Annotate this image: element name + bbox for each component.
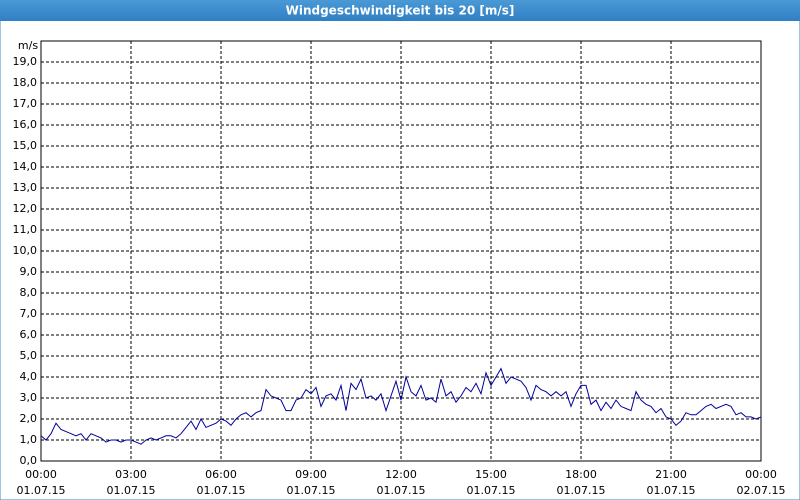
x-tick-label: 00:00 [25,468,57,481]
x-tick-date: 01.07.15 [287,484,336,497]
x-tick-date: 01.07.15 [467,484,516,497]
x-tick-label: 06:00 [205,468,237,481]
x-tick-date: 01.07.15 [557,484,606,497]
x-tick-label: 15:00 [475,468,507,481]
title-bar [0,0,800,21]
y-tick-label: 2,0 [20,412,38,425]
y-tick-label: 10,0 [13,244,38,257]
y-tick-label: 19,0 [13,55,38,68]
y-tick-label: 11,0 [13,223,38,236]
y-tick-label: 16,0 [13,118,38,131]
x-tick-label: 21:00 [655,468,687,481]
y-tick-label: 3,0 [20,391,38,404]
y-tick-label: 15,0 [13,139,38,152]
x-tick-label: 18:00 [565,468,597,481]
x-tick-date: 01.07.15 [647,484,696,497]
x-tick-label: 12:00 [385,468,417,481]
x-tick-date: 01.07.15 [107,484,156,497]
y-tick-label: 7,0 [20,307,38,320]
y-tick-label: 18,0 [13,76,38,89]
x-tick-label: 09:00 [295,468,327,481]
x-tick-date: 02.07.15 [737,484,786,497]
x-tick-label: 00:00 [745,468,777,481]
y-tick-label: 14,0 [13,160,38,173]
y-axis-label: m/s [18,39,38,52]
x-tick-label: 03:00 [115,468,147,481]
y-tick-label: 13,0 [13,181,38,194]
y-tick-label: 9,0 [20,265,38,278]
y-tick-label: 8,0 [20,286,38,299]
y-tick-label: 5,0 [20,349,38,362]
x-tick-date: 01.07.15 [17,484,66,497]
data-line [40,367,762,445]
x-tick-date: 01.07.15 [197,484,246,497]
x-tick-date: 01.07.15 [377,484,426,497]
y-tick-label: 4,0 [20,370,38,383]
y-tick-label: 6,0 [20,328,38,341]
y-tick-label: 1,0 [20,433,38,446]
y-tick-label: 0,0 [20,454,38,467]
y-tick-label: 12,0 [13,202,38,215]
chart-title: Windgeschwindigkeit bis 20 [m/s] [286,4,515,18]
y-tick-label: 17,0 [13,97,38,110]
